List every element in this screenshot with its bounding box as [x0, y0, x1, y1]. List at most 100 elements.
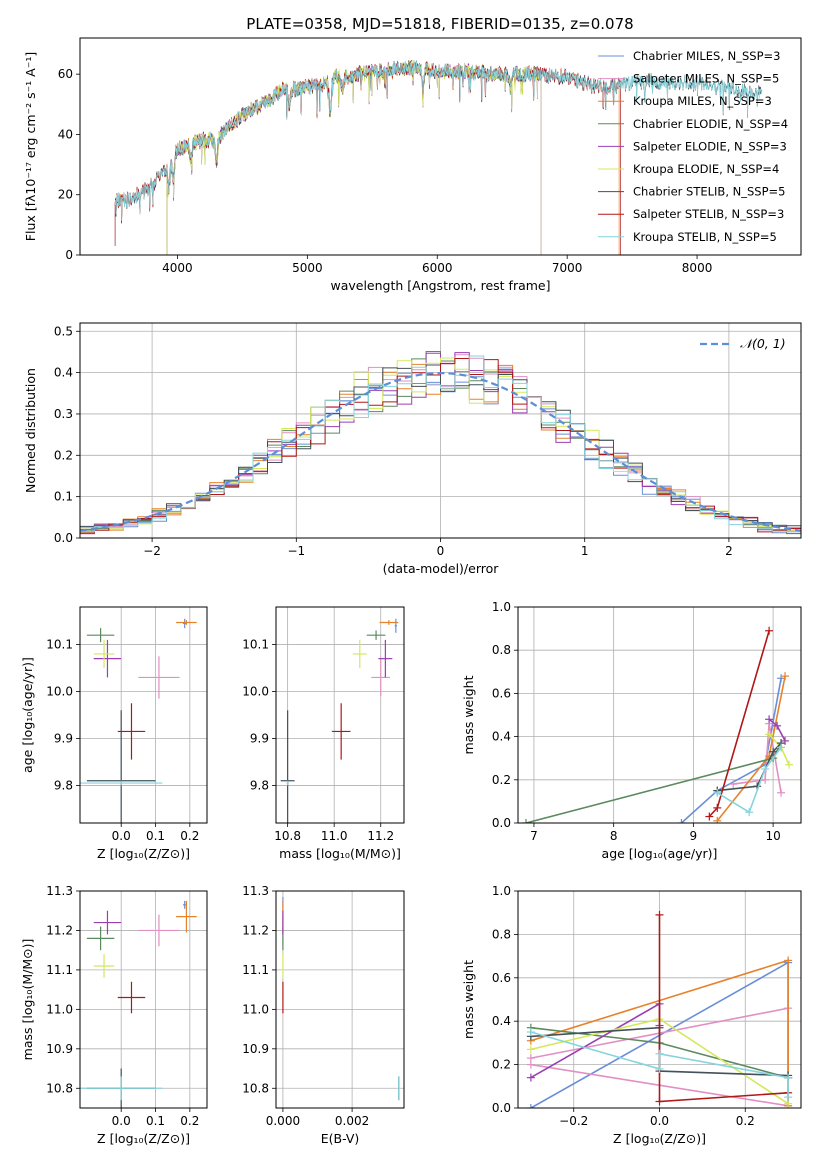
- y-tick-label: 0.1: [54, 490, 73, 504]
- weight-marker-salpeter-stelib: [655, 910, 664, 919]
- x-tick-label: 10.8: [274, 829, 301, 843]
- weight-marker-kroupa-miles: [781, 672, 790, 681]
- errorbar-chabrier-elodie: [86, 628, 115, 643]
- legend-label-chabrier-stelib: Chabrier STELIB, N_SSP=5: [633, 185, 785, 199]
- y-tick-label: 10.8: [46, 1081, 73, 1095]
- errorbar-salpeter-elodie: [378, 639, 393, 678]
- x-tick-label: 0.1: [146, 1114, 165, 1128]
- x-tick-label: 0.2: [180, 829, 199, 843]
- weight-line-kroupa-stelib: [716, 746, 782, 814]
- y-axis-label: mass [log₁₀(M/M⊙)]: [20, 939, 35, 1061]
- histogram-salpeter-stelib: [80, 358, 801, 534]
- legend-label-chabrier-elodie: Chabrier ELODIE, N_SSP=4: [633, 117, 788, 131]
- weight-marker-kroupa-stelib: [784, 1093, 793, 1102]
- legend-label-kroupa-elodie: Kroupa ELODIE, N_SSP=4: [633, 162, 779, 176]
- y-tick-label: 0.2: [492, 1058, 511, 1072]
- errorbar-salpeter-stelib: [282, 981, 284, 1014]
- weight-marker-kroupa-stelib: [745, 808, 754, 817]
- figure-title: PLATE=0358, MJD=51818, FIBERID=0135, z=0…: [246, 15, 633, 33]
- y-tick-label: 11.1: [46, 963, 73, 977]
- errorbar-salpeter-stelib: [117, 981, 146, 1014]
- x-tick-label: 0: [437, 544, 445, 558]
- y-tick-label: 9.9: [250, 731, 269, 745]
- x-tick-label: 4000: [162, 261, 193, 275]
- y-tick-label: 10.9: [46, 1042, 73, 1056]
- y-tick-label: 10.0: [242, 685, 269, 699]
- errorbar-kroupa-elodie: [352, 639, 367, 669]
- weight-marker-kroupa-stelib: [784, 1073, 793, 1082]
- weight-marker-chabrier-stelib: [769, 747, 778, 756]
- axes-frame: [79, 606, 208, 824]
- weight-line-chabrier-miles: [680, 678, 782, 823]
- errorbar-salpeter-miles: [138, 914, 180, 947]
- x-tick-label: 0.0: [650, 1114, 669, 1128]
- weight-marker-salpeter-elodie: [773, 721, 782, 730]
- x-tick-label: 0.000: [266, 1114, 300, 1128]
- x-tick-label: 6000: [422, 261, 453, 275]
- errorbar-salpeter-elodie: [93, 910, 122, 935]
- y-axis-label: Normed distribution: [23, 368, 38, 493]
- y-tick-label: 0.3: [54, 407, 73, 421]
- errorbar-kroupa-miles: [176, 900, 197, 933]
- weight-marker-kroupa-elodie: [526, 1045, 535, 1054]
- x-tick-label: 8: [610, 829, 618, 843]
- axes-frame: [517, 606, 802, 824]
- legend-label-chabrier-miles: Chabrier MILES, N_SSP=3: [633, 49, 780, 63]
- x-axis-label: Z [log₁₀(Z/Z⊙)]: [97, 1131, 190, 1146]
- errorbar-salpeter-miles: [138, 656, 180, 699]
- x-tick-label: 11.0: [321, 829, 348, 843]
- x-axis-label: (data-model)/error: [383, 561, 500, 576]
- y-tick-label: 11.2: [46, 923, 73, 937]
- x-axis-label: wavelength [Angstrom, rest frame]: [330, 278, 550, 293]
- axes-frame: [275, 890, 405, 1109]
- weight-marker-kroupa-stelib: [526, 1028, 535, 1037]
- y-tick-label: 40: [58, 127, 73, 141]
- x-tick-label: 7: [530, 829, 538, 843]
- x-axis-label: Z [log₁₀(Z/Z⊙)]: [613, 1131, 706, 1146]
- y-tick-label: 0: [65, 248, 73, 262]
- weight-marker-salpeter-miles: [729, 780, 738, 789]
- errorbar-kroupa-stelib: [80, 1076, 163, 1101]
- x-tick-label: 0.2: [736, 1114, 755, 1128]
- x-tick-label: 0.1: [146, 829, 165, 843]
- y-tick-label: 11.1: [242, 963, 269, 977]
- x-tick-label: 0.0: [112, 1114, 131, 1128]
- y-tick-label: 10.1: [46, 638, 73, 652]
- legend-label-salpeter-stelib: Salpeter STELIB, N_SSP=3: [633, 207, 784, 221]
- axes-frame: [275, 606, 405, 824]
- errorbar-salpeter-miles: [371, 658, 391, 697]
- legend-label-salpeter-miles: Salpeter MILES, N_SSP=5: [633, 72, 779, 86]
- weight-marker-kroupa-stelib: [777, 743, 786, 752]
- y-tick-label: 1.0: [492, 600, 511, 614]
- errorbar-chabrier-elodie: [366, 630, 386, 640]
- weight-marker-salpeter-miles: [526, 1060, 535, 1069]
- panel-mass-weight-vs-Z: −0.2 0.0 0.2 0.0 0.2 0.4 0.6 0.8 1.0 Z [log₁₀(Z/Z…: [461, 884, 802, 1146]
- y-tick-label: 0.6: [492, 686, 511, 700]
- y-tick-label: 11.2: [242, 923, 269, 937]
- errorbar-kroupa-elodie: [93, 954, 115, 978]
- y-tick-label: 0.8: [492, 927, 511, 941]
- weight-marker-kroupa-elodie: [785, 760, 794, 769]
- panel-mass-vs-Z: 0.0 0.1 0.2 10.8 10.9 11.0 11.1 11.2 11.3 Z [log₁…: [20, 884, 208, 1146]
- weight-marker-chabrier-miles: [677, 819, 686, 823]
- x-tick-label: 9: [690, 829, 698, 843]
- gaussian-curve: [80, 372, 801, 532]
- y-tick-label: 10.0: [46, 685, 73, 699]
- axes-frame: [79, 890, 208, 1109]
- weight-marker-kroupa-miles: [713, 816, 722, 823]
- errorbar-kroupa-stelib: [80, 780, 163, 786]
- errorbar-kroupa-stelib: [398, 1076, 400, 1101]
- weight-marker-kroupa-stelib: [655, 1049, 664, 1058]
- errorbar-salpeter-elodie: [93, 639, 122, 678]
- y-tick-label: 0.5: [54, 324, 73, 338]
- legend-label-salpeter-elodie: Salpeter ELODIE, N_SSP=3: [633, 139, 787, 153]
- y-tick-label: 10.1: [242, 638, 269, 652]
- errorbar-kroupa-miles: [379, 620, 399, 625]
- y-tick-label: 20: [58, 188, 73, 202]
- weight-marker-salpeter-miles: [761, 775, 770, 784]
- weight-marker-kroupa-stelib: [713, 788, 722, 797]
- x-tick-label: −2: [143, 544, 161, 558]
- y-tick-label: 60: [58, 67, 73, 81]
- x-tick-label: 2: [725, 544, 733, 558]
